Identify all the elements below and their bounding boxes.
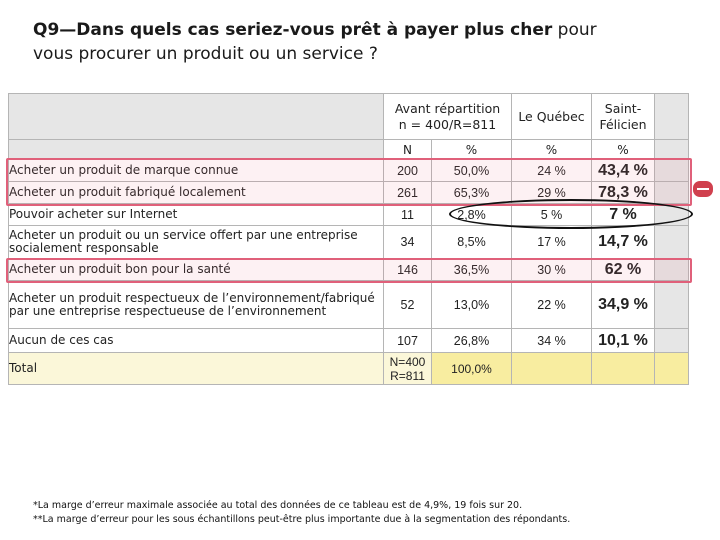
row-pct: 13,0% bbox=[431, 280, 512, 329]
table-row: Aucun de ces cas 107 26,8% 34 % 10,1 % bbox=[8, 328, 689, 353]
header-quebec: Le Québec bbox=[511, 93, 592, 140]
header-saint-felicien: Saint- Félicien bbox=[591, 93, 655, 140]
subheader-pct: % bbox=[431, 139, 512, 160]
row-quebec: 24 % bbox=[511, 159, 592, 182]
total-sf-blank bbox=[591, 352, 655, 385]
slide-title-bold: Q9—Dans quels cas seriez-vous prêt à pay… bbox=[33, 20, 553, 40]
total-row: Total N=400 R=811 100,0% bbox=[8, 352, 689, 385]
subheader-sf-pct: % bbox=[591, 139, 655, 160]
results-table: Avant répartition n = 400/R=811 Le Québe… bbox=[8, 93, 689, 385]
row-extra bbox=[654, 203, 689, 226]
row-n: 261 bbox=[383, 181, 432, 204]
total-extra-blank bbox=[654, 352, 689, 385]
row-n: 107 bbox=[383, 328, 432, 353]
row-pct: 36,5% bbox=[431, 258, 512, 281]
row-pct: 26,8% bbox=[431, 328, 512, 353]
row-extra bbox=[654, 159, 689, 182]
row-pct: 2,8% bbox=[431, 203, 512, 226]
subheader-n: N bbox=[383, 139, 432, 160]
row-extra bbox=[654, 225, 689, 259]
row-n: 146 bbox=[383, 258, 432, 281]
slide-title-rest: pour vous procurer un produit ou un serv… bbox=[33, 20, 597, 64]
row-pct: 65,3% bbox=[431, 181, 512, 204]
row-label: Acheter un produit de marque connue bbox=[8, 159, 384, 182]
row-extra bbox=[654, 258, 689, 281]
header-sf-line2: Félicien bbox=[599, 116, 647, 132]
total-n: N=400 R=811 bbox=[383, 352, 432, 385]
row-label: Acheter un produit respectueux de l’envi… bbox=[8, 280, 384, 329]
table-row: Acheter un produit bon pour la santé 146… bbox=[8, 258, 689, 281]
total-pct: 100,0% bbox=[431, 352, 512, 385]
subheader-extra-blank bbox=[654, 139, 689, 160]
row-quebec: 34 % bbox=[511, 328, 592, 353]
row-label: Pouvoir acheter sur Internet bbox=[8, 203, 384, 226]
row-quebec: 17 % bbox=[511, 225, 592, 259]
header-avant-repartition: Avant répartition n = 400/R=811 bbox=[383, 93, 512, 140]
header-avant-line2: n = 400/R=811 bbox=[398, 116, 497, 132]
subheader-quebec-pct: % bbox=[511, 139, 592, 160]
row-n: 11 bbox=[383, 203, 432, 226]
footnotes: *La marge d’erreur maximale associée au … bbox=[33, 499, 703, 527]
row-pct: 8,5% bbox=[431, 225, 512, 259]
row-saint-felicien: 10,1 % bbox=[591, 328, 655, 353]
row-quebec: 5 % bbox=[511, 203, 592, 226]
header-sf-line1: Saint- bbox=[604, 100, 642, 116]
table-row: Acheter un produit fabriqué localement 2… bbox=[8, 181, 689, 204]
total-n-line2: R=811 bbox=[390, 368, 425, 383]
header-extra-blank bbox=[654, 93, 689, 140]
row-pct: 50,0% bbox=[431, 159, 512, 182]
row-saint-felicien: 14,7 % bbox=[591, 225, 655, 259]
row-saint-felicien: 34,9 % bbox=[591, 280, 655, 329]
total-label: Total bbox=[8, 352, 384, 385]
header-avant-line1: Avant répartition bbox=[394, 100, 501, 116]
row-n: 34 bbox=[383, 225, 432, 259]
row-extra bbox=[654, 181, 689, 204]
footnote-1: *La marge d’erreur maximale associée au … bbox=[33, 500, 523, 511]
row-extra bbox=[654, 328, 689, 353]
collapse-icon[interactable] bbox=[693, 181, 713, 197]
row-label: Acheter un produit bon pour la santé bbox=[8, 258, 384, 281]
table-row: Acheter un produit de marque connue 200 … bbox=[8, 159, 689, 182]
table-row: Pouvoir acheter sur Internet 11 2,8% 5 %… bbox=[8, 203, 689, 226]
row-saint-felicien: 78,3 % bbox=[591, 181, 655, 204]
row-quebec: 30 % bbox=[511, 258, 592, 281]
row-label: Aucun de ces cas bbox=[8, 328, 384, 353]
header-row: Avant répartition n = 400/R=811 Le Québe… bbox=[8, 93, 689, 140]
row-saint-felicien: 7 % bbox=[591, 203, 655, 226]
row-n: 200 bbox=[383, 159, 432, 182]
row-label: Acheter un produit fabriqué localement bbox=[8, 181, 384, 204]
slide-title: Q9—Dans quels cas seriez-vous prêt à pay… bbox=[33, 18, 633, 66]
row-quebec: 29 % bbox=[511, 181, 592, 204]
total-quebec-blank bbox=[511, 352, 592, 385]
row-saint-felicien: 43,4 % bbox=[591, 159, 655, 182]
table-row: Acheter un produit respectueux de l’envi… bbox=[8, 280, 689, 329]
row-saint-felicien: 62 % bbox=[591, 258, 655, 281]
total-n-line1: N=400 bbox=[389, 354, 426, 369]
header-blank bbox=[8, 93, 384, 140]
row-quebec: 22 % bbox=[511, 280, 592, 329]
subheader-blank bbox=[8, 139, 384, 160]
row-n: 52 bbox=[383, 280, 432, 329]
row-label: Acheter un produit ou un service offert … bbox=[8, 225, 384, 259]
table-row: Acheter un produit ou un service offert … bbox=[8, 225, 689, 259]
footnote-2: **La marge d’erreur pour les sous échant… bbox=[33, 514, 571, 525]
row-extra bbox=[654, 280, 689, 329]
subheader-row: N % % % bbox=[8, 139, 689, 160]
